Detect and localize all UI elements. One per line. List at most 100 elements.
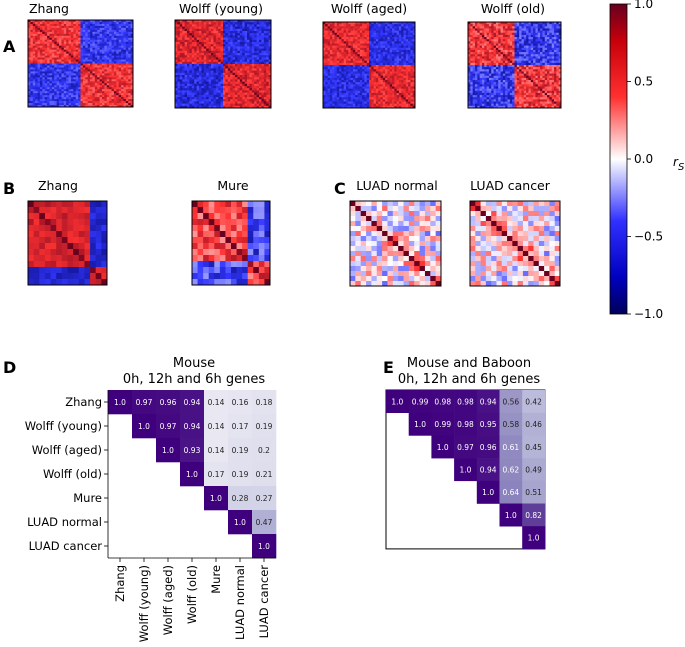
heatmap-cell	[237, 90, 241, 93]
heatmap-cell	[327, 82, 331, 85]
heatmap-cell	[251, 37, 255, 41]
heatmap-cell	[211, 92, 214, 96]
heatmap-cell	[215, 46, 219, 49]
heatmap-cell	[177, 42, 181, 45]
heatmap-cell	[396, 37, 400, 40]
heatmap-cell	[364, 58, 368, 62]
heatmap-cell	[235, 50, 238, 54]
heatmap-cell	[410, 80, 414, 83]
heatmap-cell	[128, 57, 132, 60]
heatmap-cell	[261, 44, 265, 47]
heatmap-cell	[49, 37, 53, 41]
heatmap-cell	[375, 82, 379, 85]
heatmap-cell	[389, 37, 393, 40]
heatmap-cell	[223, 53, 226, 56]
heatmap-cell	[256, 79, 260, 82]
heatmap-cell	[355, 24, 358, 27]
heatmap-cell	[232, 46, 236, 49]
heatmap-cell	[323, 73, 326, 77]
heatmap-cell	[111, 79, 115, 82]
heatmap-cell	[412, 82, 416, 85]
heatmap-cell	[378, 88, 381, 92]
heatmap-cell	[199, 37, 202, 41]
panel-letter-e: E	[383, 358, 394, 377]
heatmap-cell	[410, 34, 414, 38]
heatmap-cell	[230, 79, 233, 82]
heatmap-cell	[373, 86, 377, 90]
heatmap-cell	[403, 95, 407, 98]
heatmap-cell	[32, 49, 36, 53]
heatmap-cell	[237, 72, 241, 76]
heatmap-cell	[128, 21, 132, 25]
heatmap-cell	[244, 46, 248, 49]
heatmap-cell	[85, 61, 89, 64]
heatmap-cell	[249, 22, 253, 25]
heatmap-cell	[66, 49, 69, 53]
heatmap-cell	[30, 47, 34, 51]
heatmap-cell	[73, 71, 77, 74]
heatmap-cell	[403, 54, 407, 57]
heatmap-cell	[256, 94, 260, 98]
heatmap-cell	[30, 93, 34, 96]
heatmap-cell	[211, 57, 214, 60]
heatmap-cell	[251, 90, 255, 93]
heatmap-cell	[39, 21, 43, 25]
heatmap-cell	[325, 92, 328, 96]
heatmap-cell	[208, 59, 212, 63]
heatmap-cell	[47, 33, 50, 37]
heatmap-cell	[208, 26, 212, 30]
heatmap-cell	[92, 105, 96, 108]
heatmap-cell	[94, 91, 98, 94]
heatmap-cell	[66, 31, 69, 35]
heatmap-cell	[118, 105, 122, 108]
heatmap-cell	[82, 99, 86, 102]
heatmap-cell	[203, 53, 207, 56]
heatmap-cell	[332, 56, 335, 59]
heatmap-cell	[332, 86, 335, 90]
heatmap-cell	[268, 46, 272, 49]
heatmap-cell	[111, 63, 115, 66]
heatmap-cell	[49, 23, 53, 27]
heatmap-cell	[215, 33, 219, 36]
heatmap-cell	[266, 101, 269, 104]
heatmap-cell	[394, 92, 397, 96]
heatmap-cell	[405, 92, 409, 96]
heatmap-cell	[366, 58, 370, 62]
heatmap-cell	[32, 103, 36, 106]
heatmap-cell	[199, 59, 202, 63]
heatmap-cell	[68, 41, 72, 45]
heatmap-cell	[225, 83, 229, 87]
heatmap-cell	[249, 97, 253, 100]
heatmap-cell	[104, 25, 108, 29]
heatmap-cell	[256, 35, 260, 38]
heatmap-cell	[348, 97, 351, 100]
heatmap-cell	[371, 86, 374, 90]
heatmap-cell	[54, 29, 58, 33]
heatmap-cell	[410, 77, 414, 81]
heatmap-cell	[336, 37, 340, 40]
heatmap-cell	[189, 46, 193, 49]
heatmap-cell	[75, 99, 79, 102]
heatmap-cell	[73, 35, 77, 39]
heatmap-cell	[392, 58, 395, 62]
heatmap-cell	[109, 79, 112, 82]
heatmap-cell	[332, 67, 335, 70]
heatmap-cell	[42, 45, 46, 49]
heatmap-cell	[194, 86, 197, 89]
heatmap-cell	[266, 90, 269, 93]
heatmap-cell	[410, 41, 414, 44]
heatmap-cell	[206, 53, 209, 56]
heatmap-cell	[85, 101, 89, 104]
heatmap-cell	[87, 75, 91, 78]
heatmap-cell	[94, 49, 98, 53]
heatmap-cell	[213, 20, 217, 23]
heatmap-cell	[54, 97, 58, 100]
heatmap-cell	[47, 59, 50, 62]
heatmap-cell	[203, 94, 207, 98]
heatmap-cell	[355, 47, 358, 51]
heatmap-cell	[196, 92, 200, 96]
heatmap-cell	[346, 80, 349, 83]
heatmap-cell	[37, 91, 41, 94]
heatmap-cell	[37, 47, 41, 51]
heatmap-cell	[56, 59, 60, 62]
